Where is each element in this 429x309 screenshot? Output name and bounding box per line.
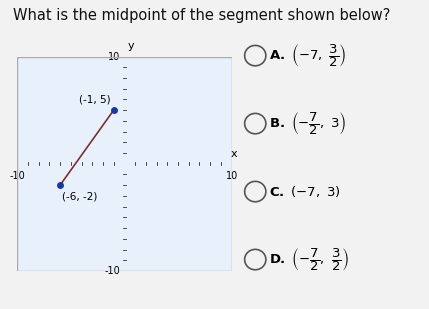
Text: 10: 10	[108, 52, 120, 61]
Text: What is the midpoint of the segment shown below?: What is the midpoint of the segment show…	[13, 8, 390, 23]
Text: $\mathbf{C.}\ (-7,\ 3)$: $\mathbf{C.}\ (-7,\ 3)$	[269, 184, 341, 199]
Text: -10: -10	[104, 266, 120, 276]
Text: $\mathbf{D.}\ \left(-\dfrac{7}{2},\ \dfrac{3}{2}\right)$: $\mathbf{D.}\ \left(-\dfrac{7}{2},\ \dfr…	[269, 246, 349, 273]
Text: $\mathbf{B.}\ \left(-\dfrac{7}{2},\ 3\right)$: $\mathbf{B.}\ \left(-\dfrac{7}{2},\ 3\ri…	[269, 110, 347, 137]
Text: y: y	[128, 41, 134, 51]
Text: 10: 10	[226, 171, 238, 181]
Text: $\mathbf{A.}\ \left(-7,\ \dfrac{3}{2}\right)$: $\mathbf{A.}\ \left(-7,\ \dfrac{3}{2}\ri…	[269, 42, 347, 69]
Text: -10: -10	[9, 171, 25, 181]
Text: (-1, 5): (-1, 5)	[79, 95, 111, 105]
Text: x: x	[230, 150, 237, 159]
Text: (-6, -2): (-6, -2)	[62, 192, 97, 202]
